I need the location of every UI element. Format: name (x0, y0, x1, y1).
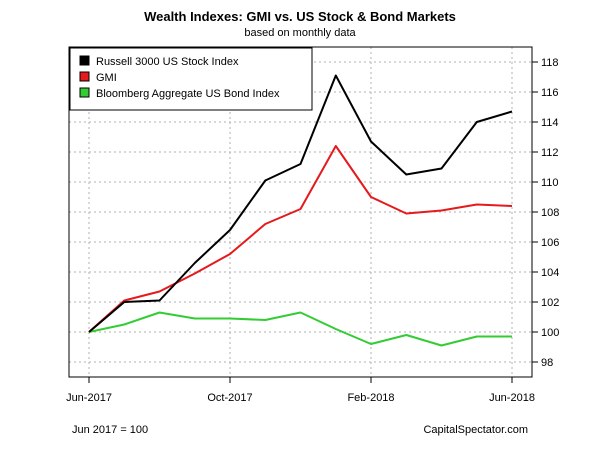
legend-box (69, 47, 313, 111)
series-line-1 (88, 145, 513, 333)
legend-label: Russell 3000 US Stock Index (96, 56, 239, 68)
legend: Russell 3000 US Stock Index GMI Bloomberg … (69, 47, 313, 111)
x-axis: Jun-2017 Oct-2017 Feb-2018 Jun-2018 (66, 376, 535, 404)
y-tick-label: 110 (541, 177, 559, 189)
chart-title: Wealth Indexes: GMI vs. US Stock & Bond … (144, 9, 456, 24)
x-tick-label: Jun-2017 (66, 392, 112, 404)
y-axis: 98 100 102 104 106 108 110 112 114 116 118 (532, 57, 559, 369)
series-line-2 (88, 311, 512, 347)
base-note: Jun 2017 = 100 (72, 424, 148, 436)
x-tick-label: Jun-2018 (489, 392, 535, 404)
source-credit: CapitalSpectator.com (423, 424, 528, 436)
legend-swatch (79, 55, 90, 66)
y-tick-label: 98 (541, 357, 553, 369)
y-tick-label: 102 (541, 297, 559, 309)
series-lines (88, 74, 513, 347)
y-tick-label: 108 (541, 207, 559, 219)
chart-subtitle: based on monthly data (244, 27, 356, 39)
y-tick-label: 100 (541, 327, 559, 339)
legend-label: GMI (96, 72, 117, 84)
legend-label: Bloomberg Aggregate US Bond Index (96, 88, 280, 100)
x-tick-label: Feb-2018 (347, 392, 394, 404)
y-tick-label: 112 (541, 147, 559, 159)
y-tick-label: 106 (541, 237, 559, 249)
y-tick-label: 104 (541, 267, 559, 279)
series-line-0 (88, 74, 513, 333)
y-tick-label: 118 (541, 57, 559, 69)
y-tick-label: 114 (541, 117, 559, 129)
x-tick-label: Oct-2017 (207, 392, 252, 404)
y-tick-label: 116 (541, 87, 559, 99)
legend-swatch (79, 71, 90, 82)
legend-swatch (79, 87, 90, 98)
